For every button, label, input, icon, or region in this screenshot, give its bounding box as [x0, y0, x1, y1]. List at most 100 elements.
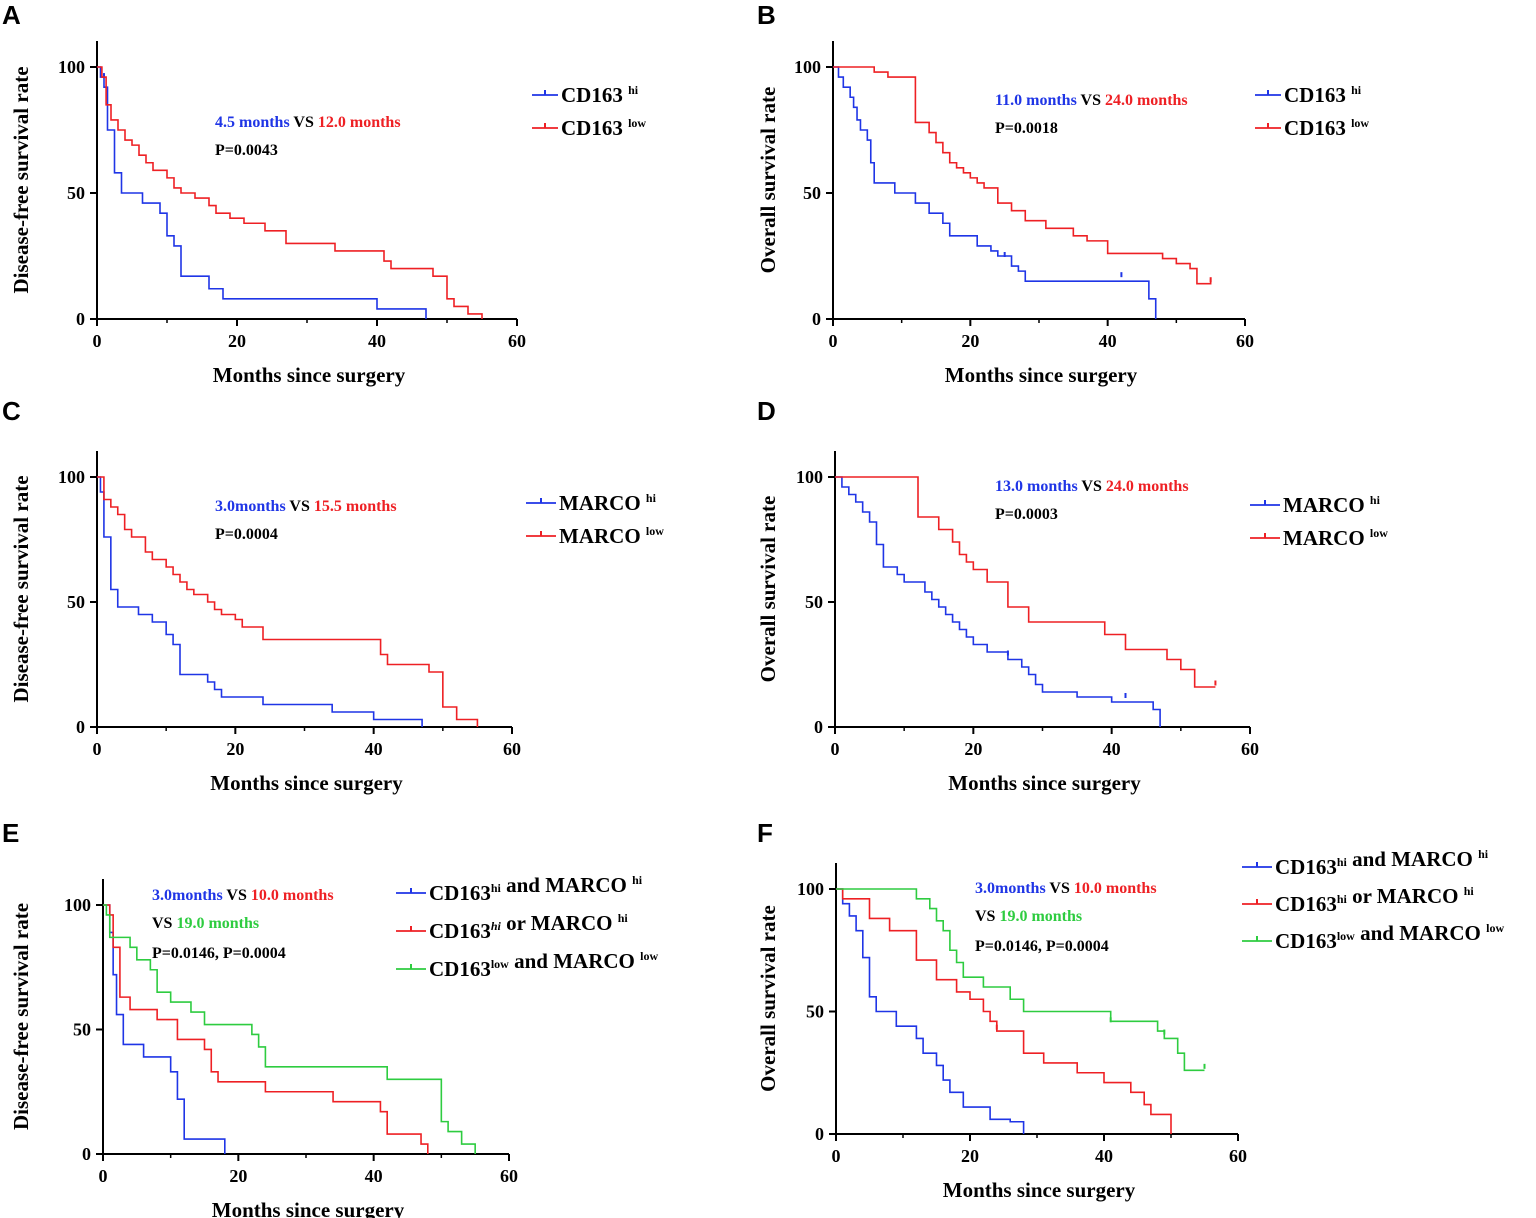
- panel-d-annotation-medians: 13.0 months VS 24.0 months: [995, 478, 1189, 495]
- panel-c-legend-label: MARCO hi: [559, 491, 657, 515]
- panel-d-p-value: P=0.0003: [995, 506, 1058, 523]
- panel-f-legend-label-part: low: [1486, 921, 1504, 935]
- panel-b-y-title: Overall survival rate: [756, 87, 780, 274]
- panel-c-x-tick-label: 40: [365, 739, 383, 759]
- panel-b-p-value: P=0.0018: [995, 120, 1058, 137]
- panel-f-legend-label-part: or MARCO: [1347, 884, 1464, 908]
- panel-e-series-1-curve: [103, 904, 429, 1154]
- panel-d-legend-label-part: low: [1370, 526, 1388, 540]
- panel-b-x-tick-label: 40: [1099, 331, 1117, 351]
- panel-e-series-0-curve: [103, 904, 226, 1154]
- panel-a-series-1-curve: [97, 66, 483, 319]
- panel-f-series-0-curve: [836, 888, 1025, 1134]
- panel-f-x-tick-label: 20: [961, 1146, 979, 1166]
- panel-b-y-tick-label: 50: [803, 183, 821, 203]
- panel-f-legend-label-part: CD163: [1275, 855, 1337, 879]
- panel-f-annotation-part: 3.0months: [975, 880, 1046, 897]
- panel-c-x-tick-label: 20: [226, 739, 244, 759]
- panel-f-legend-label: CD163low and MARCO low: [1275, 921, 1504, 953]
- panel-a-y-tick-label: 0: [76, 309, 85, 329]
- panel-f-legend-label-part: hi: [1337, 855, 1348, 869]
- panel-c-x-tick-label: 60: [503, 739, 521, 759]
- panel-e-legend-label-part: and MARCO: [509, 949, 640, 973]
- panel-a-annotation-part: 4.5 months: [215, 114, 290, 131]
- panel-f-annotation-part: 10.0 months: [1074, 880, 1157, 897]
- panel-d-x-tick-label: 40: [1103, 739, 1121, 759]
- panel-c-annotation-part: 15.5 months: [314, 498, 397, 515]
- panel-f-legend-label-part: hi: [1478, 847, 1489, 861]
- panel-a-legend-label-part: hi: [628, 83, 639, 97]
- panel-c-legend-label-part: hi: [646, 491, 657, 505]
- panel-e-legend-label-part: hi: [491, 881, 502, 895]
- panel-a-x-tick-label: 60: [508, 331, 526, 351]
- panel-e: E 0 50 100 0 20 40 60 Months since surgery Diseas…: [2, 818, 658, 1218]
- panel-e-legend-label-part: hi: [632, 873, 643, 887]
- panel-a-x-title: Months since surgery: [213, 363, 406, 387]
- panel-b-annotation-medians: 11.0 months VS 24.0 months: [995, 92, 1188, 109]
- panel-d-letter: D: [757, 396, 776, 426]
- panel-e-legend-label-part: hi: [618, 911, 629, 925]
- panel-f-annotation-part: 19.0 months: [999, 908, 1082, 925]
- panel-e-series-2-curve: [103, 904, 476, 1154]
- panel-f-y-tick-label: 50: [806, 1002, 824, 1022]
- panel-c-x-title: Months since surgery: [210, 771, 403, 795]
- panel-d-y-tick-label: 50: [805, 592, 823, 612]
- panel-d-x-title: Months since surgery: [948, 771, 1141, 795]
- panel-a-y-title: Disease-free survival rate: [9, 66, 33, 293]
- panel-b-legend-label-part: CD163: [1284, 116, 1351, 140]
- panel-d: D 0 50 100 0 20 40 60 Months since surgery Overal…: [756, 396, 1388, 795]
- panel-d-y-tick-label: 100: [796, 467, 823, 487]
- panel-f-legend-label-part: hi: [1464, 884, 1475, 898]
- panel-f-legend-label-part: low: [1337, 929, 1355, 943]
- panel-f-legend-label: CD163hi or MARCO hi: [1275, 884, 1474, 916]
- panel-f-annotation-part: VS: [1046, 880, 1074, 897]
- panel-f-legend-label-part: hi: [1337, 892, 1348, 906]
- panel-d-x-tick-label: 20: [964, 739, 982, 759]
- panel-f-p-value: P=0.0146, P=0.0004: [975, 938, 1109, 955]
- panel-e-legend-label-part: and MARCO: [501, 873, 632, 897]
- panel-e-legend-label-part: low: [640, 949, 658, 963]
- panel-f-series-1-curve: [836, 888, 1172, 1134]
- panel-e-letter: E: [2, 818, 19, 848]
- panel-f-legend-label-part: CD163: [1275, 892, 1337, 916]
- panel-c-legend-label-part: low: [646, 524, 664, 538]
- panel-c-annotation-part: VS: [286, 498, 314, 515]
- panel-c-series-1-curve: [97, 476, 479, 727]
- panel-f: F 0 50 100 0 20 40 60 Months since surgery Overal…: [756, 818, 1504, 1202]
- panel-d-legend-label: MARCO hi: [1283, 493, 1381, 517]
- panel-c-y-title: Disease-free survival rate: [9, 475, 33, 702]
- panel-a-legend-label: CD163 low: [561, 116, 646, 140]
- panel-e-legend-label-part: low: [491, 957, 509, 971]
- panel-c-legend-label-part: MARCO: [559, 491, 646, 515]
- panel-b-y-tick-label: 0: [812, 309, 821, 329]
- panel-f-x-title: Months since surgery: [943, 1178, 1136, 1202]
- panel-b: B 0 50 100 0 20 40 60 Months since surgery Overal…: [756, 0, 1369, 387]
- panel-e-legend-label-part: CD163: [429, 881, 491, 905]
- panel-e-x-title: Months since surgery: [212, 1198, 405, 1218]
- panel-e-legend-label-part: or MARCO: [501, 911, 618, 935]
- panel-f-legend-label-part: and MARCO: [1355, 921, 1486, 945]
- panel-d-annotation-part: 13.0 months: [995, 478, 1078, 495]
- panel-f-legend-label-part: and MARCO: [1347, 847, 1478, 871]
- panel-a-y-tick-label: 50: [67, 183, 85, 203]
- panel-b-annotation-part: 11.0 months: [995, 92, 1077, 109]
- panel-e-y-tick-label: 100: [64, 895, 91, 915]
- panel-b-legend-label-part: CD163: [1284, 83, 1351, 107]
- panel-f-x-tick-label: 0: [832, 1146, 841, 1166]
- panel-d-series-0-curve: [835, 476, 1161, 727]
- panel-c-p-value: P=0.0004: [215, 526, 278, 543]
- panel-e-annotation-part: 3.0months: [152, 887, 223, 904]
- panel-b-legend-label-part: hi: [1351, 83, 1362, 97]
- panel-a-legend-label-part: CD163: [561, 116, 628, 140]
- panel-b-x-tick-label: 60: [1236, 331, 1254, 351]
- panel-e-annotation-part: 10.0 months: [251, 887, 334, 904]
- panel-d-x-tick-label: 0: [831, 739, 840, 759]
- panel-f-y-tick-label: 0: [815, 1124, 824, 1144]
- panel-e-y-tick-label: 50: [73, 1020, 91, 1040]
- panel-a-y-tick-label: 100: [58, 57, 85, 77]
- panel-a-x-tick-label: 20: [228, 331, 246, 351]
